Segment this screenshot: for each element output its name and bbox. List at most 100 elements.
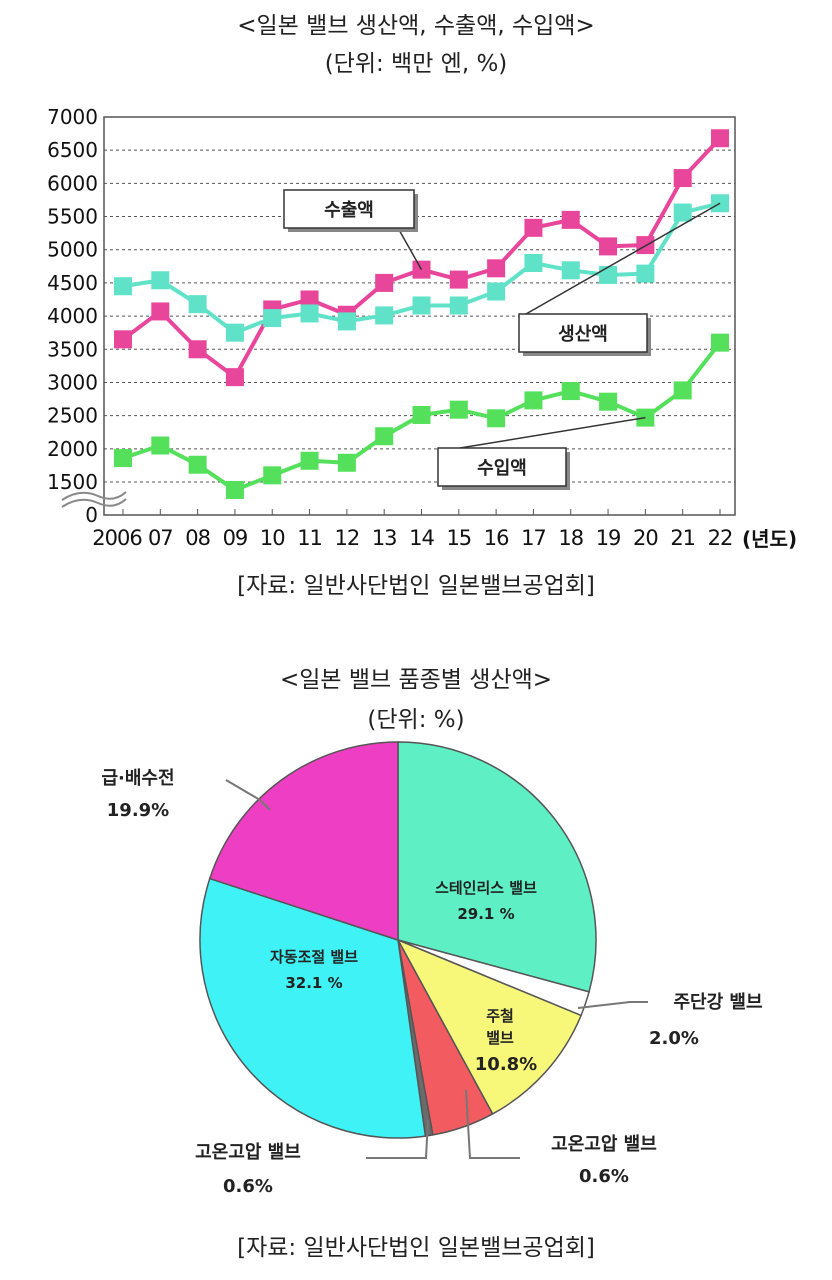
series-point <box>263 466 282 485</box>
y-tick-label: 3000 <box>47 370 98 394</box>
y-tick-label: 2500 <box>47 404 98 428</box>
pie-slice-value: 0.6% <box>223 1176 273 1197</box>
series-point <box>487 259 506 278</box>
pie-leader-line <box>225 779 271 811</box>
pie-slice <box>397 741 597 993</box>
series-point <box>225 323 244 342</box>
series-point <box>412 405 431 424</box>
pie-slice-value: 29.1 % <box>457 905 514 923</box>
series-point <box>151 436 170 455</box>
pie-slice-value: 10.8% <box>475 1054 537 1075</box>
x-tick-label: 12 <box>335 526 360 550</box>
series-name-label: 수입액 <box>477 457 527 479</box>
pie-leader-line <box>465 1089 520 1159</box>
series-point <box>449 296 468 315</box>
pie-slice <box>396 938 583 1115</box>
series-point <box>673 169 692 188</box>
series-point <box>487 409 506 428</box>
y-tick-label: 3500 <box>47 337 98 361</box>
pie-slice-label: 주단강 밸브 <box>673 992 762 1013</box>
x-tick-label: 19 <box>596 526 621 550</box>
series-point <box>561 210 580 229</box>
pie-slice <box>208 741 399 942</box>
y-tick-label: 7000 <box>47 105 98 129</box>
series-point <box>337 312 356 331</box>
series-point <box>449 270 468 289</box>
series-point <box>412 296 431 315</box>
pie-leader-line <box>366 1119 429 1159</box>
callout-leader <box>397 227 423 271</box>
y-tick-label: 0 <box>85 503 98 527</box>
series-name-label: 수출액 <box>324 200 374 221</box>
line-chart-title: <일본 밸브 생산액, 수출액, 수입액> <box>237 13 595 39</box>
series-point <box>375 306 394 325</box>
series-point <box>188 455 207 474</box>
x-tick-label: 11 <box>297 526 322 550</box>
series-point <box>524 391 543 410</box>
series-point <box>524 218 543 237</box>
pie-chart-source: [자료: 일반사단법인 일본밸브공업회] <box>237 1235 595 1261</box>
series-point <box>114 277 132 296</box>
y-tick-label: 6500 <box>47 138 98 162</box>
pie-chart-subtitle: (단위: %) <box>367 707 465 733</box>
series-name-label: 생산액 <box>558 324 608 345</box>
x-tick-label: 14 <box>409 526 434 550</box>
pie-slice-label: 스테인리스 밸브 <box>435 879 537 897</box>
x-tick-label: 08 <box>185 526 210 550</box>
pie-slice-label: 자동조절 밸브 <box>270 948 358 966</box>
pie-slice-value: 2.0% <box>649 1028 699 1049</box>
series-point <box>711 333 729 352</box>
series-point <box>300 451 319 470</box>
series-point <box>337 453 356 472</box>
y-tick-label: 5000 <box>47 238 98 262</box>
series-point <box>114 449 132 468</box>
x-tick-label: 16 <box>484 526 509 550</box>
series-point <box>449 400 468 419</box>
series-point <box>561 382 580 401</box>
x-tick-label: 10 <box>260 526 285 550</box>
x-unit-label: (년도) <box>742 527 797 551</box>
series-point <box>599 392 618 411</box>
y-tick-label: 1500 <box>47 470 98 494</box>
series-point <box>151 302 170 321</box>
series-point <box>114 330 132 349</box>
series-point <box>263 309 282 328</box>
pie-slice-value: 0.6% <box>579 1166 629 1187</box>
line-chart: 0 1500 2000 2500 3000 3500 4000 4500 5000 5500 600… <box>47 105 797 551</box>
series-point <box>375 427 394 446</box>
y-tick-label: 6000 <box>47 171 98 195</box>
series-point <box>188 295 207 314</box>
x-tick-label: 2006 <box>92 526 142 550</box>
x-tick-label: 21 <box>670 526 695 550</box>
x-tick-label: 18 <box>558 526 583 550</box>
pie-slice-label: 밸브 <box>486 1029 514 1047</box>
x-tick-label: 22 <box>708 526 733 550</box>
y-tick-label: 2000 <box>47 437 98 461</box>
y-tick-label: 4000 <box>47 304 98 328</box>
series-point <box>673 203 692 222</box>
axis-break-mark <box>61 491 127 501</box>
axis-break-mark <box>61 498 127 508</box>
series-point <box>711 129 729 148</box>
pie-slice-label: 급·배수전 <box>101 768 174 789</box>
x-tick-label: 13 <box>372 526 397 550</box>
pie-slice <box>199 877 427 1139</box>
series-point <box>487 282 506 301</box>
series-point <box>636 264 655 283</box>
callout-leader <box>459 416 646 449</box>
series-point <box>300 290 319 309</box>
series-point <box>188 340 207 359</box>
y-tick-label: 5500 <box>47 205 98 229</box>
series-point <box>599 265 618 284</box>
pie-slice-value: 32.1 % <box>285 974 342 992</box>
series-point <box>375 273 394 292</box>
x-tick-label: 07 <box>148 526 173 550</box>
pie-slice-label: 주철 <box>486 1007 514 1025</box>
series-point <box>300 304 319 323</box>
series-point <box>151 271 170 290</box>
series-point <box>599 237 618 256</box>
callout-leader <box>518 202 721 319</box>
pie-chart-title: <일본 밸브 품종별 생산액> <box>279 667 553 693</box>
callout-box <box>437 447 567 487</box>
